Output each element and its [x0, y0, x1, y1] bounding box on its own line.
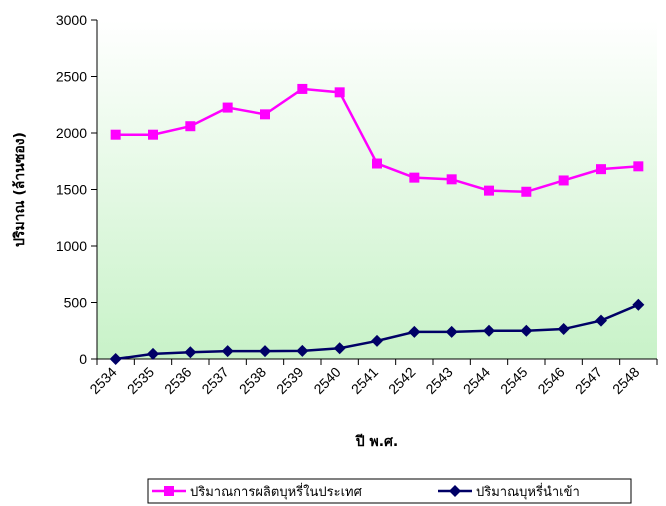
y-axis-title: ปริมาณ (ล้านซอง) [12, 132, 28, 247]
data-point [334, 87, 345, 98]
y-tick-label: 3000 [56, 12, 87, 28]
legend: ปริมาณการผลิตบุหรี่ในประเทศ ปริมาณบุหรี่น… [147, 478, 632, 504]
data-point [110, 129, 121, 140]
x-tick-label: 2534 [86, 364, 119, 397]
y-tick-label: 0 [79, 351, 87, 367]
x-tick-label: 2538 [236, 364, 269, 397]
plot-area [97, 20, 657, 359]
data-point [297, 83, 308, 94]
x-tick-label: 2536 [161, 364, 194, 397]
x-tick-label: 2540 [310, 364, 343, 397]
data-point [445, 325, 458, 338]
x-tick-label: 2535 [124, 364, 157, 397]
data-point [595, 314, 607, 327]
y-axis: 0 500 1000 1500 2000 2500 3000 [56, 12, 98, 367]
data-point [259, 345, 271, 358]
x-tick-label: 2547 [572, 364, 605, 397]
legend-label: ปริมาณการผลิตบุหรี่ในประเทศ [190, 483, 363, 500]
data-point [185, 121, 196, 132]
data-point [484, 185, 494, 196]
data-point [260, 109, 270, 120]
data-point [296, 344, 309, 357]
data-point [222, 102, 233, 113]
x-tick-label: 2544 [460, 364, 493, 397]
y-tick-label: 2000 [56, 125, 87, 141]
data-point [521, 186, 532, 197]
data-point [371, 334, 383, 347]
data-point [483, 324, 495, 337]
data-point [408, 325, 421, 338]
x-tick-label: 2545 [497, 364, 530, 397]
x-tick-label: 2539 [273, 364, 306, 397]
data-point [372, 158, 382, 169]
series-1 [109, 298, 645, 365]
y-tick-label: 2500 [56, 69, 87, 85]
legend-entry: ปริมาณการผลิตบุหรี่ในประเทศ [152, 483, 363, 500]
data-point [109, 353, 122, 365]
data-point [520, 324, 533, 337]
x-tick-label: 2542 [385, 364, 418, 397]
x-tick-label: 2537 [198, 364, 231, 397]
series-0 [110, 83, 644, 197]
data-point [446, 174, 457, 185]
legend-marker [449, 485, 461, 497]
y-tick-label: 1000 [56, 238, 87, 254]
x-axis-title: ปี พ.ศ. [354, 434, 398, 450]
x-axis: 2534 2535 2536 2537 2538 2539 2540 2541 2542 2543… [86, 358, 658, 397]
legend-box [147, 478, 632, 504]
data-point [596, 164, 606, 175]
data-point [409, 172, 420, 183]
legend-entry: ปริมาณบุหรี่นำเข้า [438, 483, 580, 500]
series-layer [109, 83, 645, 365]
data-point [147, 347, 159, 360]
data-point [184, 346, 197, 359]
x-tick-label: 2548 [609, 364, 642, 397]
data-point [221, 345, 234, 358]
x-tick-label: 2541 [348, 364, 381, 397]
data-point [558, 175, 569, 186]
data-point [632, 298, 645, 311]
data-point [633, 161, 644, 172]
y-tick-label: 500 [64, 295, 88, 311]
data-point [557, 323, 570, 336]
legend-marker [164, 486, 174, 496]
x-tick-label: 2546 [534, 364, 567, 397]
y-tick-label: 1500 [56, 182, 87, 198]
data-point [148, 129, 158, 140]
data-point [333, 342, 346, 355]
x-tick-label: 2543 [422, 364, 455, 397]
legend-label: ปริมาณบุหรี่นำเข้า [476, 483, 580, 500]
